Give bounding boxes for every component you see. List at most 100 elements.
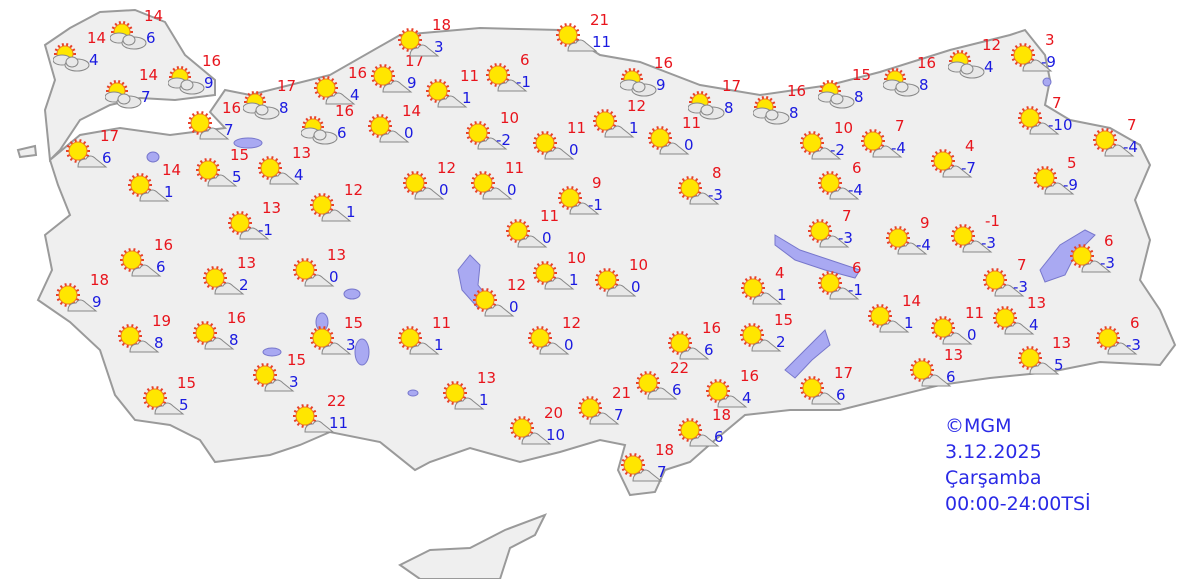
weather-station: 16 8 bbox=[753, 84, 813, 138]
weather-station: 11 0 bbox=[931, 306, 991, 360]
high-temp: -1 bbox=[985, 212, 1000, 230]
sun-icon bbox=[426, 79, 450, 103]
cloud-icon bbox=[154, 402, 185, 415]
sunny-cloud-icon bbox=[741, 276, 783, 305]
low-temp: 11 bbox=[329, 414, 349, 432]
sun-icon bbox=[228, 211, 252, 235]
cloud-icon bbox=[883, 79, 920, 97]
sun-icon bbox=[403, 171, 427, 195]
cloud-icon bbox=[647, 387, 678, 400]
sun-icon bbox=[143, 386, 167, 410]
weather-station: 18 9 bbox=[56, 273, 116, 327]
cloud-icon bbox=[620, 79, 657, 97]
partly-cloudy-icon bbox=[301, 116, 338, 145]
low-temp: -3 bbox=[981, 234, 996, 252]
cloud-icon bbox=[811, 392, 842, 405]
weather-station: 14 7 bbox=[105, 68, 165, 122]
cloud-icon bbox=[567, 39, 598, 52]
sunny-cloud-icon bbox=[558, 186, 600, 215]
high-temp: 14 bbox=[402, 102, 422, 120]
cloud-icon bbox=[604, 125, 635, 138]
sunny-cloud-icon bbox=[533, 261, 575, 290]
high-temp: 17 bbox=[405, 52, 425, 70]
cloud-icon bbox=[67, 299, 98, 312]
high-temp: 18 bbox=[712, 406, 732, 424]
high-temp: 10 bbox=[834, 119, 854, 137]
high-temp: 6 bbox=[852, 259, 862, 277]
cloud-icon bbox=[53, 54, 90, 72]
cloud-icon bbox=[239, 227, 270, 240]
high-temp: 7 bbox=[1127, 116, 1137, 134]
sun-icon bbox=[678, 176, 702, 200]
low-temp: 4 bbox=[984, 58, 994, 76]
low-temp: 1 bbox=[164, 183, 174, 201]
sunny-cloud-icon bbox=[621, 453, 663, 482]
sunny-cloud-icon bbox=[800, 376, 842, 405]
cloud-icon bbox=[409, 342, 440, 355]
cloud-icon bbox=[753, 107, 790, 125]
cloud-icon bbox=[77, 155, 108, 168]
high-temp: 17 bbox=[722, 77, 742, 95]
sunny-cloud-icon bbox=[678, 176, 720, 205]
weather-station: 7 -3 bbox=[808, 209, 868, 263]
sunny-cloud-icon bbox=[193, 321, 235, 350]
sunny-cloud-icon bbox=[886, 226, 928, 255]
low-temp: 4 bbox=[1029, 316, 1039, 334]
low-temp: 6 bbox=[102, 149, 112, 167]
low-temp: -1 bbox=[516, 73, 531, 91]
sunny-cloud-icon bbox=[466, 121, 508, 150]
cloud-icon bbox=[569, 202, 600, 215]
low-temp: 2 bbox=[239, 276, 249, 294]
high-temp: 16 bbox=[740, 367, 760, 385]
cloud-icon bbox=[948, 61, 985, 79]
cloud-icon bbox=[994, 284, 1025, 297]
low-temp: 0 bbox=[967, 326, 977, 344]
cloud-icon bbox=[751, 339, 782, 352]
partly-cloudy-icon bbox=[753, 96, 790, 125]
cloud-icon bbox=[301, 127, 338, 145]
sunny-cloud-icon bbox=[293, 258, 335, 287]
weather-station: 10 1 bbox=[533, 251, 593, 305]
low-temp: 6 bbox=[714, 428, 724, 446]
cloud-icon bbox=[688, 102, 725, 120]
high-temp: 16 bbox=[227, 309, 247, 327]
weather-station: 10 -2 bbox=[466, 111, 526, 165]
low-temp: 7 bbox=[224, 121, 234, 139]
high-temp: 21 bbox=[612, 384, 632, 402]
partly-cloudy-icon bbox=[168, 66, 205, 95]
low-temp: 6 bbox=[946, 368, 956, 386]
low-temp: 4 bbox=[89, 51, 99, 69]
cloud-icon bbox=[414, 187, 445, 200]
weather-station: 7 -4 bbox=[861, 119, 921, 173]
sunny-cloud-icon bbox=[196, 158, 238, 187]
anatolia-region bbox=[36, 26, 1177, 497]
weather-station: 16 7 bbox=[188, 101, 248, 155]
low-temp: 1 bbox=[569, 271, 579, 289]
sunny-cloud-icon bbox=[1093, 128, 1135, 157]
low-temp: 8 bbox=[789, 104, 799, 122]
high-temp: 16 bbox=[654, 54, 674, 72]
low-temp: 4 bbox=[350, 86, 360, 104]
high-temp: 16 bbox=[348, 64, 368, 82]
sunny-cloud-icon bbox=[668, 331, 710, 360]
high-temp: 6 bbox=[1130, 314, 1140, 332]
cloud-icon bbox=[829, 187, 860, 200]
weather-station: 3 -9 bbox=[1011, 33, 1071, 87]
weather-station: 12 1 bbox=[310, 183, 370, 237]
low-temp: -4 bbox=[848, 181, 863, 199]
sun-icon bbox=[203, 266, 227, 290]
lake-beysehir bbox=[354, 338, 370, 366]
high-temp: 17 bbox=[100, 127, 120, 145]
weather-station: 11 1 bbox=[426, 69, 486, 123]
low-temp: 4 bbox=[742, 389, 752, 407]
weather-station: 13 6 bbox=[910, 348, 970, 402]
cloud-icon bbox=[454, 397, 485, 410]
weather-station: 5 -9 bbox=[1033, 156, 1093, 210]
weather-station: 6 -1 bbox=[486, 53, 546, 107]
cloud-icon bbox=[659, 142, 690, 155]
weather-station: 13 1 bbox=[443, 371, 503, 425]
low-temp: -3 bbox=[838, 229, 853, 247]
high-temp: 7 bbox=[1017, 256, 1027, 274]
high-temp: 14 bbox=[87, 29, 107, 47]
weather-station: 16 8 bbox=[883, 56, 943, 110]
